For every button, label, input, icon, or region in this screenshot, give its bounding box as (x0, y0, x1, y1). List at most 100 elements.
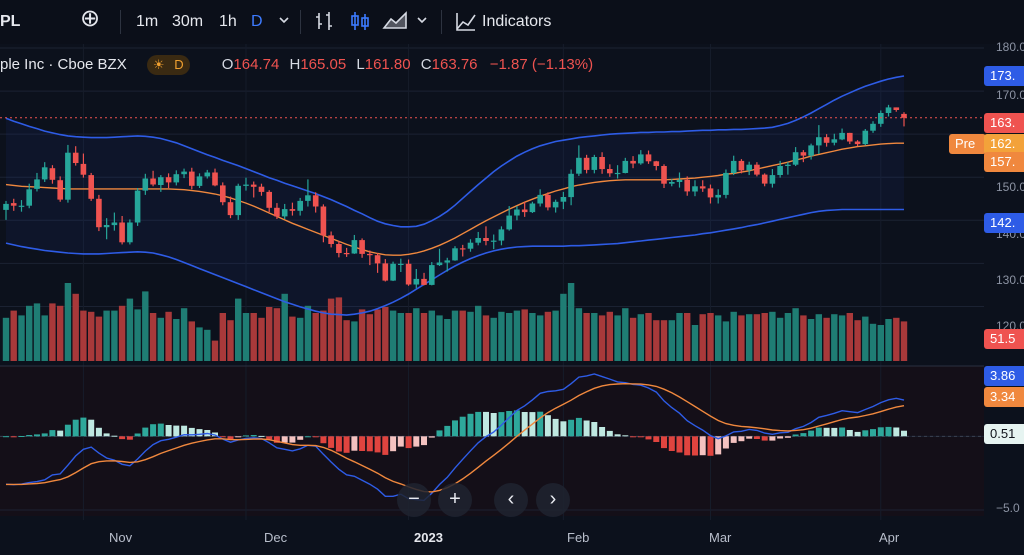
interval-30m[interactable]: 30m (172, 13, 204, 30)
volume-bar (668, 320, 675, 361)
candle-body (885, 107, 892, 113)
ohlc-legend: ple Inc · Cboe BZX ☀ D O164.74 H165.05 L… (0, 55, 593, 75)
macd-histogram-bar (196, 429, 203, 437)
add-symbol-icon[interactable]: ⊕ (80, 5, 101, 32)
session-badge[interactable]: ☀ D (146, 55, 190, 75)
candle-body (669, 182, 675, 184)
macd-histogram-bar (622, 435, 629, 437)
macd-histogram-bar (157, 423, 164, 437)
macd-histogram-bar (227, 436, 234, 439)
candle-body (374, 255, 381, 264)
candle-body (452, 248, 458, 261)
macd-histogram-bar (335, 436, 342, 452)
macd-histogram-bar (297, 436, 304, 440)
volume-bar (854, 320, 861, 361)
volume-bar (877, 325, 884, 361)
candle-body (72, 152, 79, 163)
macd-histogram-bar (831, 427, 838, 437)
interval-1m[interactable]: 1m (136, 13, 159, 30)
candle-body (638, 154, 644, 164)
area-chart-icon[interactable] (382, 10, 408, 38)
volume-bar (598, 315, 606, 361)
volume-bar (49, 303, 56, 361)
candle-body (699, 186, 706, 189)
scroll-left-button[interactable]: ‹ (494, 483, 528, 517)
interval-dropdown-icon[interactable] (278, 10, 290, 36)
candle-body (212, 172, 218, 186)
low-value: 161.80 (364, 56, 411, 73)
macd-histogram-bar (444, 425, 451, 437)
macd-histogram-bar (134, 433, 141, 437)
macd-histogram-bar (753, 436, 760, 439)
macd-histogram-bar (552, 418, 559, 437)
volume-bar (196, 327, 203, 361)
volume-bar (72, 293, 79, 361)
candle-body (359, 240, 365, 254)
candle-body (676, 179, 683, 182)
candle-body (754, 164, 760, 175)
candle-body (49, 168, 56, 180)
indicators-button[interactable]: Indicators (482, 13, 552, 30)
volume-bar (869, 323, 877, 361)
macd-histogram-bar (359, 436, 366, 451)
zoom-in-button[interactable]: + (438, 483, 472, 517)
interval-d[interactable]: D (251, 13, 263, 30)
macd-histogram-bar (320, 436, 327, 444)
candle-body (243, 184, 249, 186)
volume-bar (591, 313, 598, 361)
volume-bar (823, 317, 830, 361)
volume-bar (838, 315, 846, 361)
candle-body (459, 248, 466, 250)
x-axis-label: Dec (264, 530, 288, 545)
volume-bar (893, 317, 900, 361)
chart-type-dropdown-icon[interactable] (416, 10, 428, 36)
volume-bar (188, 321, 195, 361)
macd-histogram-bar (126, 436, 133, 440)
bar-style-icon[interactable] (314, 10, 336, 38)
candle-body (289, 209, 296, 211)
macd-histogram-bar (506, 411, 513, 437)
volume-bar (537, 315, 544, 361)
candle-body (111, 222, 118, 226)
x-axis-label: Nov (109, 530, 133, 545)
macd-histogram-bar (661, 436, 667, 449)
volume-bar (111, 310, 118, 361)
candle-body (165, 177, 172, 183)
indicators-icon[interactable] (455, 10, 477, 38)
x-axis-label: 2023 (414, 530, 443, 545)
macd-histogram-bar (746, 436, 753, 439)
candle-body (490, 240, 497, 242)
volume-bar (815, 314, 822, 361)
macd-histogram-bar (258, 435, 265, 437)
zoom-out-button[interactable]: − (397, 483, 431, 517)
macd-histogram-bar (653, 436, 660, 442)
macd-histogram-bar (901, 430, 907, 437)
scroll-right-button[interactable]: › (536, 483, 570, 517)
candle-body (870, 123, 876, 131)
candle-body (80, 163, 87, 175)
candle-body (800, 152, 807, 156)
macd-histogram-bar (273, 436, 280, 443)
price-tick: 180.0 (996, 40, 1024, 54)
volume-bar (699, 314, 706, 361)
macd-histogram-bar (893, 427, 900, 437)
ticker-symbol[interactable]: PL (0, 13, 21, 30)
macd-histogram-bar (614, 434, 621, 437)
volume-bar (506, 313, 513, 361)
candle-body (297, 200, 303, 211)
volume-bar (459, 310, 466, 361)
candle-body (127, 222, 133, 243)
volume-bar (88, 311, 95, 361)
candles-icon[interactable] (349, 10, 371, 38)
volume-bar (64, 283, 72, 361)
macd-histogram-bar (41, 433, 48, 437)
candle-body (521, 209, 528, 213)
interval-1h[interactable]: 1h (219, 13, 237, 30)
macd-histogram-bar (784, 436, 791, 438)
macd-line (5, 373, 905, 502)
pre-market-label: Pre (949, 134, 986, 154)
volume-bar (428, 310, 435, 361)
volume-bar (490, 317, 497, 361)
volume-bar (351, 321, 358, 361)
